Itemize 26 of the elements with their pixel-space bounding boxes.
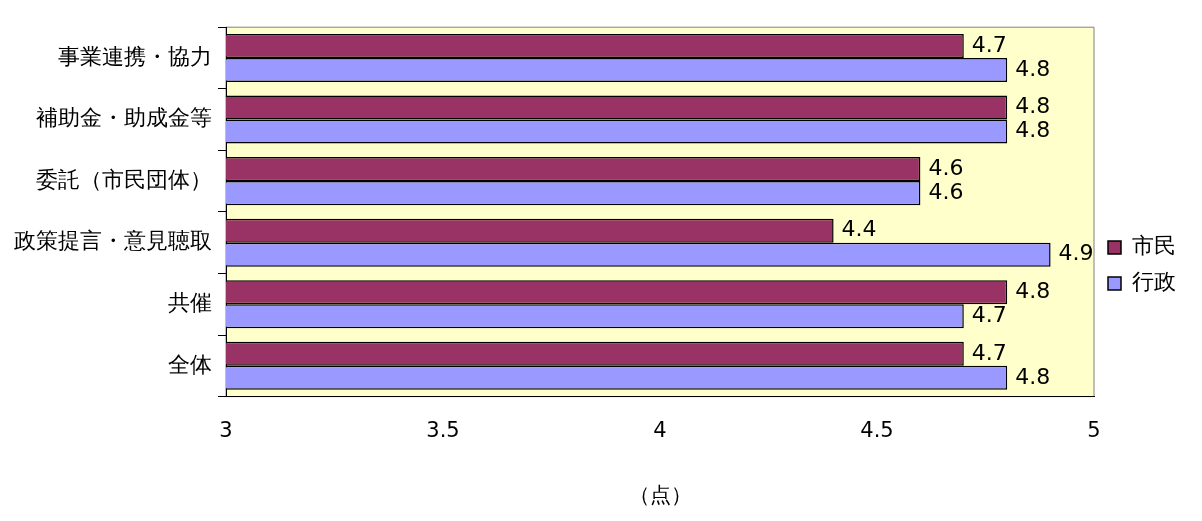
- y-tick-label: 政策提言・意見聴取: [14, 228, 212, 254]
- data-label: 4.6: [928, 178, 964, 204]
- data-label: 4.7: [971, 339, 1007, 365]
- x-axis-title: （点）: [628, 482, 692, 507]
- data-label: 4.8: [1015, 93, 1051, 119]
- x-tick-label: 5: [1087, 417, 1101, 442]
- legend-label: 市民: [1132, 233, 1176, 259]
- y-tick-label: 委託（市民団体）: [36, 166, 212, 192]
- data-label: 4.7: [971, 31, 1007, 57]
- y-tick-label: 共催: [168, 289, 212, 315]
- data-label: 4.7: [971, 301, 1007, 327]
- data-label: 4.8: [1015, 363, 1051, 389]
- x-tick-label: 3: [219, 417, 233, 442]
- x-tick-label: 4.5: [860, 417, 894, 442]
- y-tick-label: 全体: [168, 351, 212, 377]
- legend-label: 行政: [1132, 269, 1176, 295]
- data-label: 4.8: [1015, 277, 1051, 303]
- x-tick-label: 3.5: [426, 417, 460, 442]
- x-tick-label: 4: [653, 417, 667, 442]
- data-label: 4.6: [928, 154, 964, 180]
- y-tick-label: 補助金・助成金等: [36, 105, 212, 131]
- data-label: 4.9: [1058, 240, 1094, 266]
- data-label: 4.8: [1015, 117, 1051, 143]
- data-label: 4.4: [841, 216, 877, 242]
- data-label: 4.8: [1015, 55, 1051, 81]
- y-tick-label: 事業連携・協力: [58, 43, 212, 69]
